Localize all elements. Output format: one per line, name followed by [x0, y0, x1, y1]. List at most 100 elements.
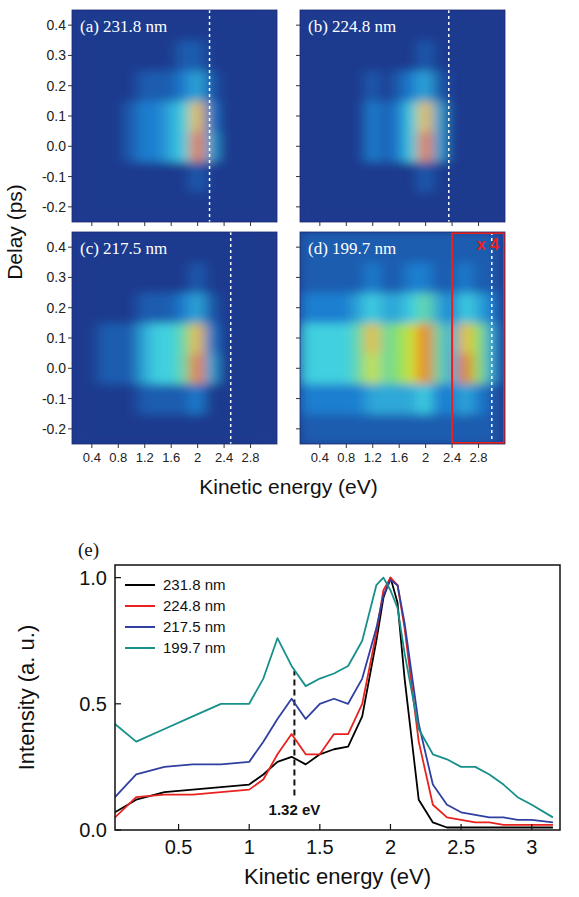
- heat-cell: [217, 353, 231, 384]
- x-tick: [452, 222, 453, 226]
- cells: [300, 232, 499, 444]
- legend-swatch: [125, 626, 155, 628]
- heat-cell: [471, 161, 485, 192]
- heat-cell: [445, 40, 459, 71]
- heat-cell: [471, 292, 485, 323]
- x-axis-title: Kinetic energy (eV): [244, 864, 431, 889]
- heat-cell: [405, 70, 419, 101]
- heat-cell: [313, 131, 327, 162]
- x-tick-label: 1.2: [364, 450, 382, 465]
- heat-cell: [98, 131, 112, 162]
- heat-cell: [352, 413, 366, 444]
- heat-cell: [485, 353, 499, 384]
- x-tick: [118, 444, 119, 448]
- y-tick: [68, 25, 72, 26]
- y-tick-label: 0.2: [47, 78, 67, 94]
- heat-cell: [405, 262, 419, 293]
- heat-cell: [138, 322, 152, 353]
- heat-cell: [392, 100, 406, 131]
- heat-cell: [230, 40, 244, 71]
- heat-cell: [257, 191, 271, 222]
- heat-cell: [458, 413, 472, 444]
- heat-cell: [432, 262, 446, 293]
- y-tick: [68, 428, 72, 429]
- heat-cell: [230, 262, 244, 293]
- heat-cell: [405, 100, 419, 131]
- heat-cell: [257, 40, 271, 71]
- heat-cell: [485, 161, 499, 192]
- y-tick: [296, 176, 300, 177]
- heat-cell: [471, 10, 485, 41]
- heat-cell: [379, 353, 393, 384]
- heat-cell: [405, 232, 419, 263]
- heat-cell: [300, 70, 314, 101]
- heat-cell: [85, 383, 99, 414]
- heat-cell: [98, 413, 112, 444]
- x-tick: [452, 444, 453, 448]
- legend-label: 231.8 nm: [163, 576, 226, 593]
- heat-cell: [151, 40, 165, 71]
- heat-cell: [230, 353, 244, 384]
- heat-cell: [419, 191, 433, 222]
- heat-cell: [432, 383, 446, 414]
- heat-cell: [485, 40, 499, 71]
- heat-cell: [392, 262, 406, 293]
- heat-cell: [177, 70, 191, 101]
- heat-cell: [471, 413, 485, 444]
- heat-cell: [300, 191, 314, 222]
- annotation-label: 1.32 eV: [269, 801, 321, 818]
- heat-cell: [243, 131, 257, 162]
- heat-cell: [243, 40, 257, 71]
- heat-cell: [366, 70, 380, 101]
- annotation-line: [293, 671, 295, 796]
- heat-cell: [352, 100, 366, 131]
- heat-cell: [471, 383, 485, 414]
- heat-cell: [191, 70, 205, 101]
- heat-cell: [164, 161, 178, 192]
- heat-cell: [151, 322, 165, 353]
- heat-cell: [217, 383, 231, 414]
- heat-cell: [405, 161, 419, 192]
- heat-cell: [313, 322, 327, 353]
- x-tick: [118, 222, 119, 226]
- y-axis-title: Delay (ps): [3, 184, 26, 280]
- y-tick: [68, 146, 72, 147]
- heat-cell: [313, 383, 327, 414]
- heat-cell: [151, 262, 165, 293]
- heat-cell: [98, 100, 112, 131]
- heat-cell: [204, 131, 218, 162]
- heat-cell: [257, 292, 271, 323]
- heat-cell: [366, 383, 380, 414]
- heat-cell: [419, 100, 433, 131]
- y-tick: [296, 277, 300, 278]
- heat-cell: [191, 353, 205, 384]
- y-tick: [296, 85, 300, 86]
- y-tick-label: -0.1: [42, 391, 66, 407]
- heat-cell: [111, 40, 125, 71]
- heat-cell: [300, 161, 314, 192]
- heat-cell: [243, 262, 257, 293]
- heat-cell: [458, 70, 472, 101]
- y-tick-label: 0.1: [47, 108, 67, 124]
- heat-cell: [204, 322, 218, 353]
- heat-cell: [111, 100, 125, 131]
- heat-cell: [217, 232, 231, 263]
- heat-cell: [471, 131, 485, 162]
- heat-cell: [138, 262, 152, 293]
- heat-cell: [352, 383, 366, 414]
- heat-cell: [111, 131, 125, 162]
- heat-cell: [471, 191, 485, 222]
- heat-cell: [72, 40, 86, 71]
- heat-cell: [352, 353, 366, 384]
- heat-cell: [405, 191, 419, 222]
- x-tick: [197, 222, 198, 226]
- heat-cell: [458, 353, 472, 384]
- heat-cell: [191, 161, 205, 192]
- heat-cell: [98, 70, 112, 101]
- heat-cell: [379, 383, 393, 414]
- heat-cell: [191, 322, 205, 353]
- inset-box: [452, 233, 504, 443]
- heat-cell: [432, 10, 446, 41]
- heat-cell: [485, 383, 499, 414]
- x-tick-label: 2: [385, 836, 396, 858]
